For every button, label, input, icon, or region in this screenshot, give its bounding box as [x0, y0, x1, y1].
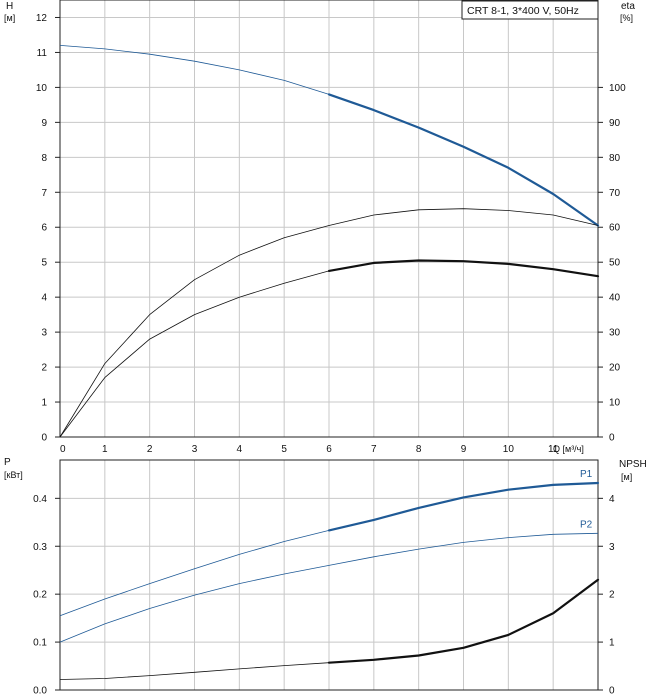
top-y-left-tick-label: 7 [41, 188, 47, 199]
bottom-series-0-thin [59, 530, 330, 617]
top-x-tick-label: 5 [281, 444, 287, 455]
top-y-right-tick-label: 0 [609, 433, 615, 444]
top-series-1-thin [59, 208, 599, 438]
top-y-left-tick-label: 1 [41, 398, 47, 409]
top-x-tick-label: 0 [60, 444, 66, 455]
top-series-0-thick [327, 93, 600, 227]
top-y-left-tick-label: 4 [41, 293, 47, 304]
top-x-tick-label: 2 [147, 444, 153, 455]
top-y-right-tick-label: 50 [609, 258, 621, 269]
bottom-series-1-thin [59, 532, 599, 643]
top-chart-series [59, 45, 600, 438]
bottom-y-right-tick-label: 4 [609, 494, 615, 505]
bottom-y-right-tick-label: 3 [609, 542, 615, 553]
top-x-tick-label: 4 [237, 444, 243, 455]
bottom-y-left-tick-label: 0.2 [33, 590, 47, 601]
top-y-left-tick-label: 3 [41, 328, 47, 339]
top-y-right-tick-label: 10 [609, 398, 621, 409]
top-y-right-label: eta [621, 1, 635, 12]
bottom-chart-ticks: 0.0 0.1 0.2 0.3 0.4 0 1 2 3 4 [33, 494, 615, 697]
bottom-y-left-unit: [кВт] [4, 470, 23, 480]
bottom-y-left-label: P [4, 457, 11, 468]
bottom-chart-series: P1 P2 [59, 469, 600, 680]
top-x-tick-label: 10 [503, 444, 515, 455]
top-series-2-thin [59, 270, 330, 438]
top-y-right-tick-label: 100 [609, 83, 626, 94]
top-x-tick-label: 1 [102, 444, 108, 455]
top-y-left-tick-label: 11 [37, 48, 48, 59]
top-y-left-tick-label: 6 [41, 223, 47, 234]
bottom-y-left-tick-label: 0.0 [33, 686, 47, 697]
top-y-left-tick-label: 9 [41, 118, 47, 129]
top-y-left-tick-label: 2 [41, 363, 47, 374]
top-y-left-unit: [м] [4, 13, 15, 23]
top-y-left-tick-label: 5 [41, 258, 47, 269]
top-y-right-tick-label: 80 [609, 153, 621, 164]
top-y-right-tick-label: 90 [609, 118, 621, 129]
top-y-right-tick-label: 60 [609, 223, 621, 234]
top-y-left-tick-label: 8 [41, 153, 47, 164]
bottom-series-2-thick [327, 578, 600, 664]
bottom-chart-frame [59, 459, 599, 691]
top-series-2-thick [327, 259, 600, 278]
top-chart-frame [59, 0, 599, 438]
bottom-y-right-tick-label: 0 [609, 686, 615, 697]
top-y-right-tick-label: 20 [609, 363, 621, 374]
top-y-right-tick-label: 70 [609, 188, 621, 199]
top-x-axis-label: Q [м³/ч] [553, 444, 584, 454]
top-y-left-tick-label: 12 [36, 13, 48, 24]
top-y-right-unit: [%] [620, 13, 633, 23]
top-x-tick-label: 6 [326, 444, 332, 455]
top-chart-grid [60, 0, 599, 438]
legend-text: CRT 8-1, 3*400 V, 50Hz [467, 5, 579, 17]
top-series-0-thin [59, 45, 330, 95]
top-y-left-tick-label: 0 [41, 433, 47, 444]
top-y-right-tick-label: 30 [609, 328, 621, 339]
series-label-p1: P1 [580, 469, 593, 480]
top-x-tick-label: 8 [416, 444, 422, 455]
bottom-y-right-unit: [м] [621, 472, 632, 482]
top-x-tick-label: 7 [371, 444, 377, 455]
bottom-y-left-tick-label: 0.1 [33, 638, 47, 649]
series-label-p2: P2 [580, 519, 593, 530]
legend-box [461, 0, 599, 20]
bottom-series-0-thick [327, 481, 600, 532]
top-x-tick-label: 9 [461, 444, 467, 455]
bottom-y-right-tick-label: 1 [609, 638, 615, 649]
top-y-left-label: H [6, 1, 13, 12]
bottom-y-left-tick-label: 0.3 [33, 542, 47, 553]
top-y-right-tick-label: 40 [609, 293, 621, 304]
top-y-left-tick-label: 10 [36, 83, 48, 94]
bottom-series-2-thin [59, 662, 330, 680]
top-x-tick-label: 3 [192, 444, 198, 455]
top-x-tick-label: 11 [548, 444, 559, 455]
bottom-y-left-tick-label: 0.4 [33, 494, 47, 505]
bottom-y-right-label: NPSH [619, 459, 647, 470]
bottom-y-right-tick-label: 2 [609, 590, 615, 601]
